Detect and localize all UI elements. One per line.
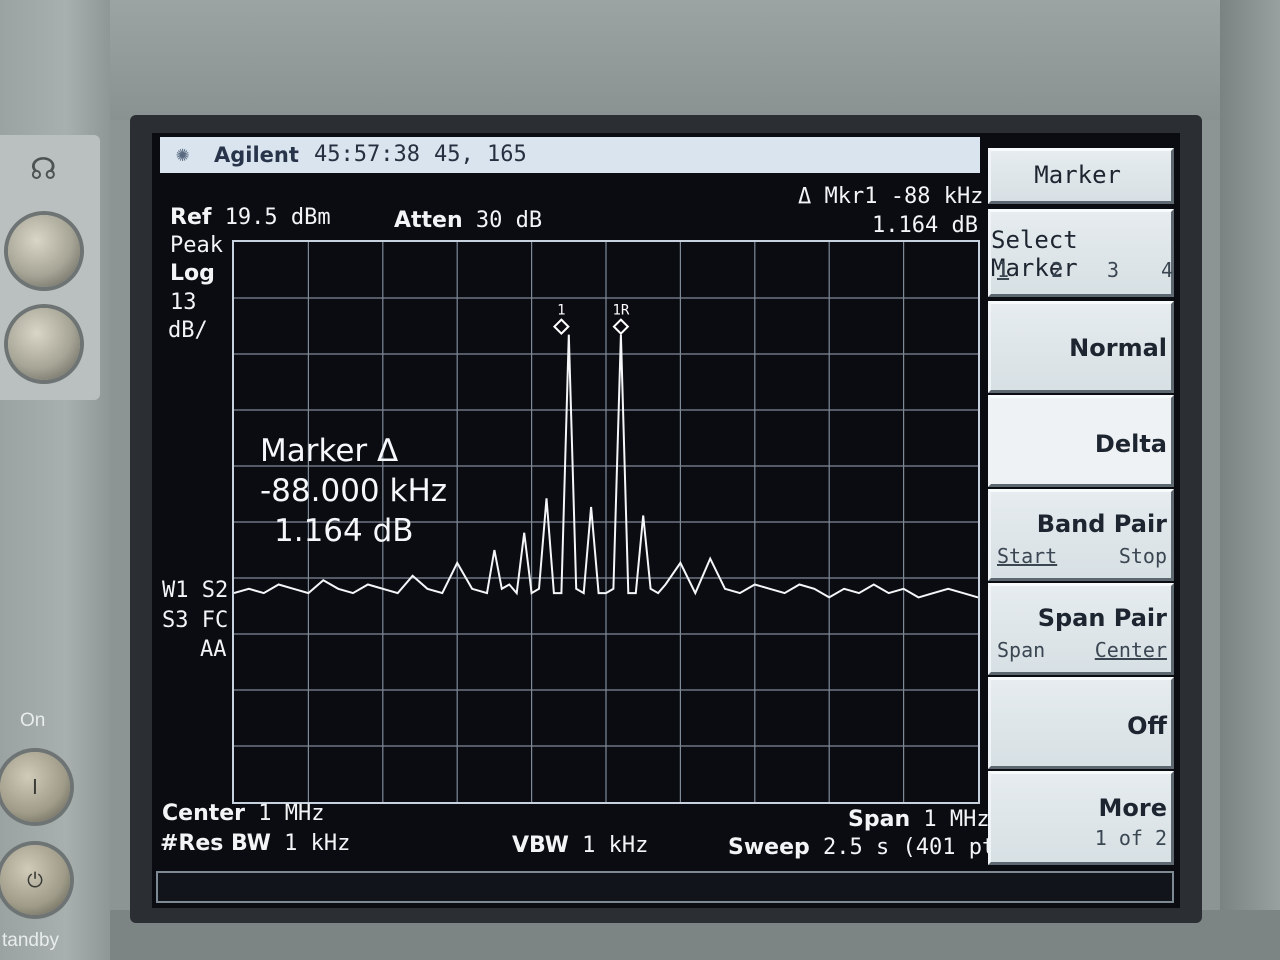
resbw-label: #Res BW [160, 831, 271, 856]
video-bandwidth: VBW 1 kHz [512, 833, 648, 858]
ref-value: 19.5 dBm [224, 205, 331, 230]
softkey-band-pair[interactable]: Band Pair Start Stop [988, 489, 1174, 581]
attenuation: Atten 30 dB [394, 208, 542, 233]
span-pair-span: Span [997, 638, 1046, 662]
center-label: Center [162, 801, 246, 826]
ref-level: Ref 19.5 dBm [170, 205, 331, 230]
normal-label: Normal [1069, 334, 1167, 362]
spectrum-graticule[interactable]: 1 1R [232, 240, 980, 804]
span-pair-label: Span Pair [1037, 604, 1167, 632]
softkey-off[interactable]: Off [988, 677, 1174, 769]
menu-title: Marker [1034, 161, 1121, 189]
softkey-select-marker[interactable]: Select Marker 1 2 3 4 [988, 209, 1174, 297]
more-label: More [1098, 794, 1167, 822]
on-label: On [20, 710, 46, 731]
scale-value: 13 [170, 290, 197, 315]
marker-1-diamond [552, 318, 570, 336]
select-marker-option-3: 3 [1107, 258, 1120, 282]
delta-label: Delta [1094, 430, 1167, 458]
marker-1r-diamond [612, 318, 630, 336]
softkey-menu-title: Marker [988, 148, 1174, 204]
standby-label: tandby [2, 930, 60, 951]
marker-box-title: Marker Δ [260, 433, 399, 469]
marker-delta-freq-readout: Δ Mkr1 -88 kHz [798, 184, 984, 209]
select-marker-option-4: 4 [1161, 258, 1174, 282]
marker-box-amplitude: 1.164 dB [274, 513, 414, 549]
sweep-time: Sweep 2.5 s (401 pts) [728, 835, 1022, 860]
scale-unit: dB/ [168, 318, 208, 343]
resolution-bandwidth: #Res BW 1 kHz [160, 831, 350, 856]
ref-label: Ref [170, 205, 212, 230]
instrument-top-bezel [110, 0, 1280, 120]
center-frequency: Center 1 MHz [162, 801, 325, 826]
softkey-more[interactable]: More 1 of 2 [988, 771, 1174, 865]
atten-value: 30 dB [475, 208, 543, 233]
position-readout: 45, 165 [434, 142, 527, 167]
help-icon[interactable]: ☊ [30, 152, 57, 187]
power-on-button[interactable]: I [0, 752, 70, 822]
band-pair-label: Band Pair [1036, 510, 1167, 538]
title-bar: ✺ Agilent 45:57:38 45, 165 [160, 137, 980, 173]
atten-label: Atten [394, 208, 463, 233]
sweep-label: Sweep [728, 835, 810, 860]
vbw-label: VBW [512, 833, 569, 858]
more-page-indicator: 1 of 2 [1094, 826, 1167, 850]
span-pair-center: Center [1094, 638, 1167, 662]
analyzer-display: ✺ Agilent 45:57:38 45, 165 Ref 19.5 dBm … [152, 133, 1180, 908]
off-label: Off [1127, 712, 1167, 740]
front-panel-button-1[interactable] [8, 215, 80, 287]
band-pair-stop: Stop [1118, 544, 1167, 568]
instrument-right-bezel [1220, 0, 1280, 960]
trace-indicator-w1s2: W1 S2 [162, 578, 229, 603]
span: Span 1 MHz [848, 807, 990, 832]
marker-1-label: 1 [557, 303, 565, 319]
select-marker-option-1: 1 [997, 258, 1010, 282]
trace-indicator-aa: AA [200, 637, 227, 662]
spectrum-trace [234, 334, 978, 599]
resbw-value: 1 kHz [284, 831, 351, 856]
softkey-delta[interactable]: Delta [988, 395, 1174, 487]
marker-box-frequency: -88.000 kHz [260, 473, 448, 509]
detector-mode: Peak [170, 233, 223, 258]
band-pair-start: Start [997, 544, 1058, 568]
marker-1r-label: 1R [612, 303, 629, 319]
trace-indicator-s3fc: S3 FC [162, 608, 229, 633]
softkey-normal[interactable]: Normal [988, 301, 1174, 393]
clock-readout: 45:57:38 [314, 142, 420, 167]
scale-type: Log [170, 261, 215, 286]
status-line [156, 871, 1174, 903]
select-marker-label: Select Marker [991, 226, 1078, 282]
span-value: 1 MHz [923, 807, 990, 832]
select-marker-option-2: 2 [1051, 258, 1064, 282]
brand-name: Agilent [214, 143, 299, 167]
marker-readout-box: Marker Δ -88.000 kHz 1.164 dB [260, 431, 447, 551]
center-value: 1 MHz [258, 801, 325, 826]
standby-button[interactable]: ⏻ [0, 845, 70, 915]
vbw-value: 1 kHz [582, 833, 649, 858]
span-label: Span [848, 807, 911, 832]
softkey-span-pair[interactable]: Span Pair Span Center [988, 583, 1174, 675]
marker-delta-amp-readout: 1.164 dB [872, 213, 978, 238]
agilent-logo-icon: ✺ [176, 142, 190, 167]
front-panel-button-2[interactable] [8, 308, 80, 380]
